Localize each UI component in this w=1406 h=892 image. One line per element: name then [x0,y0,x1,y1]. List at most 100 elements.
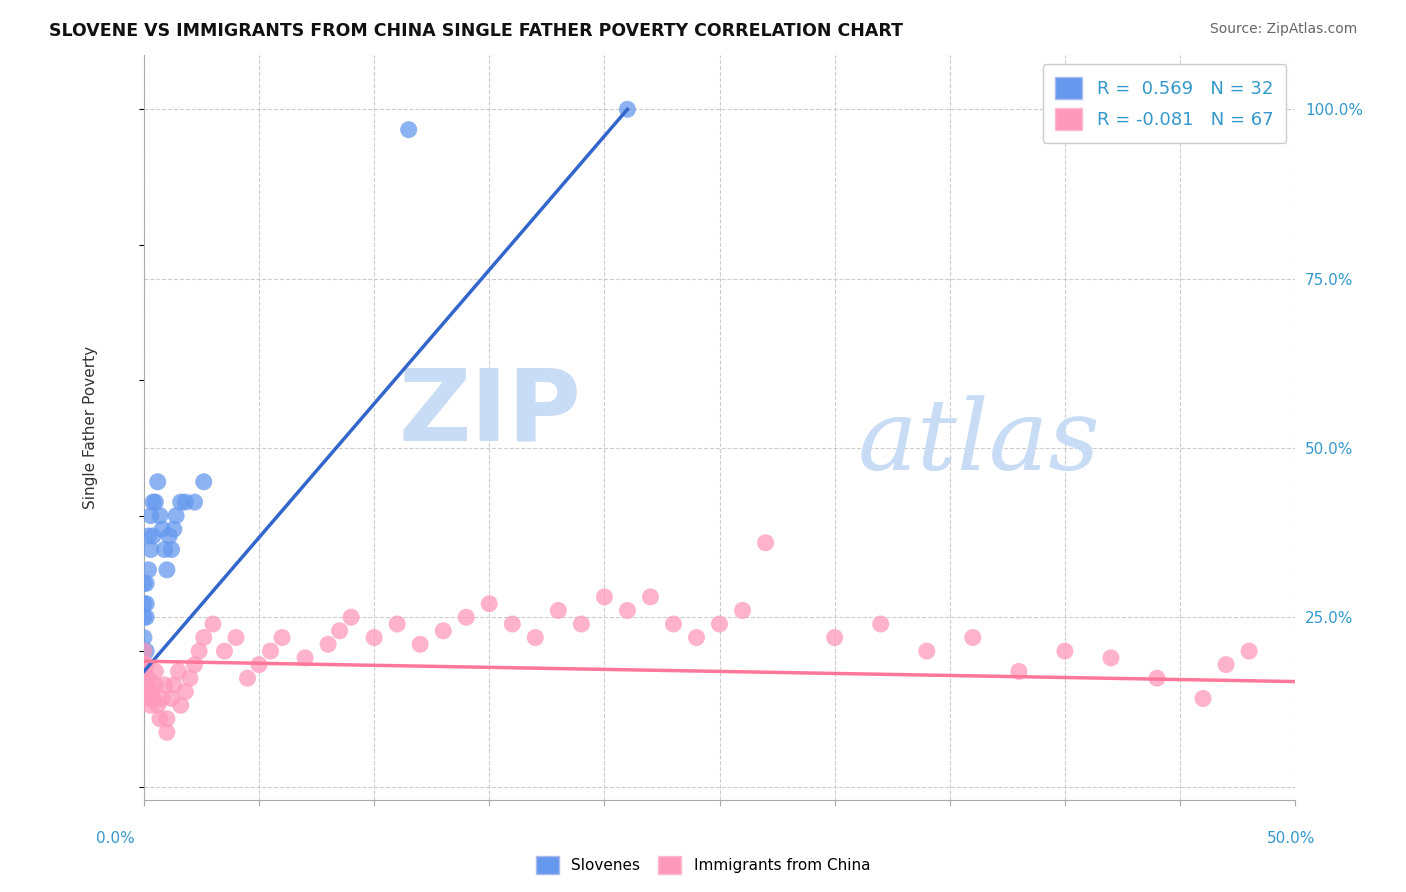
Text: 0.0%: 0.0% [96,831,135,847]
Point [236,671,259,685]
Point [139,542,162,557]
Point [132,665,155,679]
Text: ZIP: ZIP [398,364,581,461]
Point [225,631,247,645]
Text: 50.0%: 50.0% [1267,831,1315,847]
Point [731,603,754,617]
Point [145,678,167,692]
Point [193,475,215,489]
Point [139,508,162,523]
Point [1099,651,1122,665]
Point [1146,671,1168,685]
Point [524,631,547,645]
Point [163,522,186,536]
Point [160,542,183,557]
Point [869,617,891,632]
Point [640,590,662,604]
Point [138,529,160,543]
Point [146,475,169,489]
Point [685,631,707,645]
Point [385,617,408,632]
Point [135,644,157,658]
Text: SLOVENE VS IMMIGRANTS FROM CHINA SINGLE FATHER POVERTY CORRELATION CHART: SLOVENE VS IMMIGRANTS FROM CHINA SINGLE … [49,22,903,40]
Point [142,529,165,543]
Point [153,678,176,692]
Point [432,624,454,638]
Point [156,712,179,726]
Point [547,603,569,617]
Point [247,657,270,672]
Point [138,671,160,685]
Point [662,617,685,632]
Point [329,624,352,638]
Point [132,644,155,658]
Point [478,597,501,611]
Point [1215,657,1237,672]
Point [569,617,592,632]
Y-axis label: Single Father Poverty: Single Father Poverty [83,346,98,509]
Point [167,665,190,679]
Point [398,122,420,136]
Point [150,522,173,536]
Point [135,610,157,624]
Point [160,691,183,706]
Point [593,590,616,604]
Point [183,657,205,672]
Point [170,698,193,713]
Point [259,644,281,658]
Point [132,657,155,672]
Point [132,576,155,591]
Point [135,657,157,672]
Point [139,698,162,713]
Point [456,610,478,624]
Point [156,563,179,577]
Point [170,495,193,509]
Point [132,644,155,658]
Point [149,508,172,523]
Point [616,103,638,117]
Point [145,665,167,679]
Point [174,684,197,698]
Point [915,644,938,658]
Text: atlas: atlas [858,395,1101,491]
Point [135,576,157,591]
Point [139,684,162,698]
Point [188,644,211,658]
Point [165,508,187,523]
Point [132,597,155,611]
Point [132,610,155,624]
Point [163,678,186,692]
Point [138,563,160,577]
Point [145,495,167,509]
Point [153,542,176,557]
Point [316,637,339,651]
Point [156,725,179,739]
Point [138,691,160,706]
Point [201,617,224,632]
Point [1053,644,1076,658]
Legend: Slovenes, Immigrants from China: Slovenes, Immigrants from China [530,850,876,880]
Point [146,698,169,713]
Point [132,631,155,645]
Point [824,631,846,645]
Point [179,671,201,685]
Point [135,597,157,611]
Point [294,651,316,665]
Point [409,637,432,651]
Point [962,631,984,645]
Point [132,665,155,679]
Point [193,631,215,645]
Point [150,691,173,706]
Point [183,495,205,509]
Point [214,644,236,658]
Text: Source: ZipAtlas.com: Source: ZipAtlas.com [1209,22,1357,37]
Point [271,631,294,645]
Point [709,617,731,632]
Point [501,617,523,632]
Legend: R =  0.569   N = 32, R = -0.081   N = 67: R = 0.569 N = 32, R = -0.081 N = 67 [1043,64,1286,143]
Point [149,712,172,726]
Point [142,495,165,509]
Point [135,678,157,692]
Point [174,495,197,509]
Point [142,691,165,706]
